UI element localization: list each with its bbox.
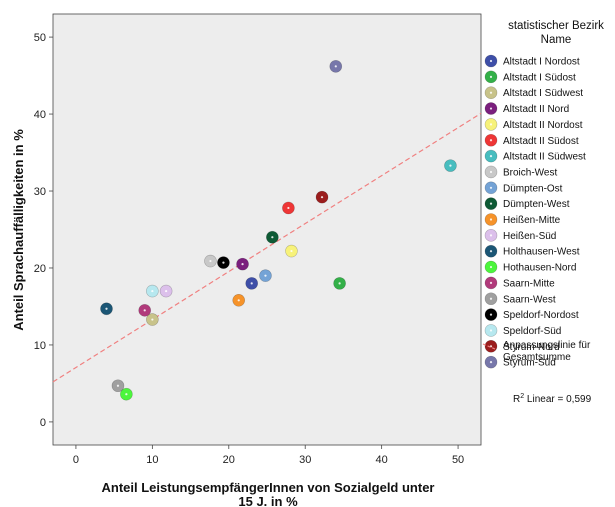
legend-marker-center bbox=[489, 281, 493, 284]
legend-label: Styrum-Nord bbox=[503, 342, 560, 353]
legend-label: Holthausen-West bbox=[503, 247, 580, 258]
data-point-center bbox=[449, 164, 452, 167]
legend-marker-center bbox=[489, 202, 493, 205]
legend-marker-center bbox=[489, 361, 493, 364]
legend-label: Altstadt I Südost bbox=[503, 72, 576, 83]
y-tick-label: 0 bbox=[40, 417, 46, 429]
legend-marker-center bbox=[489, 139, 493, 142]
legend-label: Altstadt II Nord bbox=[503, 104, 569, 115]
ticks-layer: 0 10 20 30 40 50 0 10 20 30 40 50 bbox=[34, 32, 464, 466]
data-point-center bbox=[125, 393, 128, 396]
legend-label: Altstadt I Nordost bbox=[503, 57, 580, 68]
x-tick-label: 20 bbox=[223, 454, 235, 466]
legend-marker-center bbox=[489, 123, 493, 126]
y-tick-label: 30 bbox=[34, 186, 46, 198]
data-point-center bbox=[287, 206, 290, 210]
legend-label: Altstadt II Südwest bbox=[503, 152, 586, 163]
data-point-center bbox=[151, 289, 154, 293]
data-point-center bbox=[334, 65, 337, 68]
data-point-center bbox=[165, 289, 168, 293]
data-point-center bbox=[143, 309, 146, 312]
legend: Altstadt I Nordost Altstadt I Südost Altst… bbox=[484, 54, 586, 369]
x-tick-label: 50 bbox=[452, 454, 464, 466]
legend-marker-center bbox=[489, 186, 493, 189]
data-point-center bbox=[237, 299, 240, 302]
legend-label: Saarn-Mitte bbox=[503, 278, 555, 289]
legend-title-line1: statistischer Bezirk bbox=[508, 20, 604, 32]
legend-label: Saarn-West bbox=[503, 294, 556, 305]
legend-marker-center bbox=[489, 75, 493, 78]
data-point-center bbox=[320, 196, 324, 199]
fit-line bbox=[52, 112, 482, 383]
legend-marker-center bbox=[489, 329, 493, 332]
x-tick-label: 40 bbox=[376, 454, 388, 466]
data-point-center bbox=[222, 261, 225, 264]
y-tick-label: 10 bbox=[34, 340, 46, 352]
legend-label: Dümpten-West bbox=[503, 199, 570, 210]
legend-label: Heißen-Mitte bbox=[503, 215, 561, 226]
legend-fit-label-line1: Anpassungslinie für bbox=[503, 340, 591, 351]
y-tick-label: 50 bbox=[34, 32, 46, 44]
legend-fit-line-swatch bbox=[482, 343, 496, 350]
legend-label: Altstadt II Nordost bbox=[503, 120, 583, 131]
legend-title-line2: Name bbox=[541, 34, 572, 46]
y-tick-label: 20 bbox=[34, 263, 46, 275]
y-axis-label: Anteil Sprachauffälligkeiten in % bbox=[11, 129, 26, 331]
legend-label: Heißen-Süd bbox=[503, 231, 556, 242]
legend-label: Altstadt II Südost bbox=[503, 136, 579, 147]
data-point-center bbox=[264, 274, 267, 277]
data-point-center bbox=[250, 282, 253, 285]
legend-marker-center bbox=[489, 297, 493, 300]
legend-marker-center bbox=[489, 250, 493, 253]
r-squared-label: R2 Linear = 0,599 bbox=[513, 393, 592, 405]
legend-marker-center bbox=[489, 59, 493, 63]
data-point-center bbox=[290, 249, 293, 253]
legend-label: Altstadt I Südwest bbox=[503, 88, 583, 99]
data-point-center bbox=[105, 307, 108, 310]
legend-fit-label-line2: Gesamtsumme bbox=[503, 352, 571, 363]
legend-marker-center bbox=[489, 218, 493, 221]
x-axis-label-line2: 15 J. in % bbox=[238, 494, 298, 507]
x-axis-label-line1: Anteil LeistungsempfängerInnen von Sozia… bbox=[102, 480, 435, 495]
y-tick-label: 40 bbox=[34, 109, 46, 121]
plot-background bbox=[52, 13, 482, 446]
x-tick-label: 30 bbox=[299, 454, 311, 466]
legend-marker-center bbox=[489, 234, 493, 237]
data-point-center bbox=[209, 259, 212, 263]
data-point-center bbox=[271, 236, 274, 239]
legend-marker-center bbox=[489, 107, 493, 110]
data-point-center bbox=[151, 318, 154, 321]
legend-marker-center bbox=[489, 91, 493, 94]
data-point-center bbox=[338, 282, 341, 285]
legend-label: Styrum-Süd bbox=[503, 358, 556, 369]
legend-marker-center bbox=[489, 265, 493, 269]
legend-label: Dümpten-Ost bbox=[503, 183, 563, 194]
data-point-center bbox=[116, 384, 120, 387]
data-point-center bbox=[241, 263, 244, 266]
legend-marker-center bbox=[489, 155, 493, 158]
legend-label: Speldorf-Süd bbox=[503, 326, 561, 337]
legend-label: Hothausen-Nord bbox=[503, 263, 576, 274]
legend-label: Speldorf-Nordost bbox=[503, 310, 579, 321]
x-tick-label: 10 bbox=[146, 454, 158, 466]
points-layer bbox=[100, 60, 457, 401]
x-tick-label: 0 bbox=[73, 454, 79, 466]
legend-marker-center bbox=[489, 170, 493, 174]
legend-label: Broich-West bbox=[503, 167, 557, 178]
legend-marker-center bbox=[489, 313, 493, 316]
